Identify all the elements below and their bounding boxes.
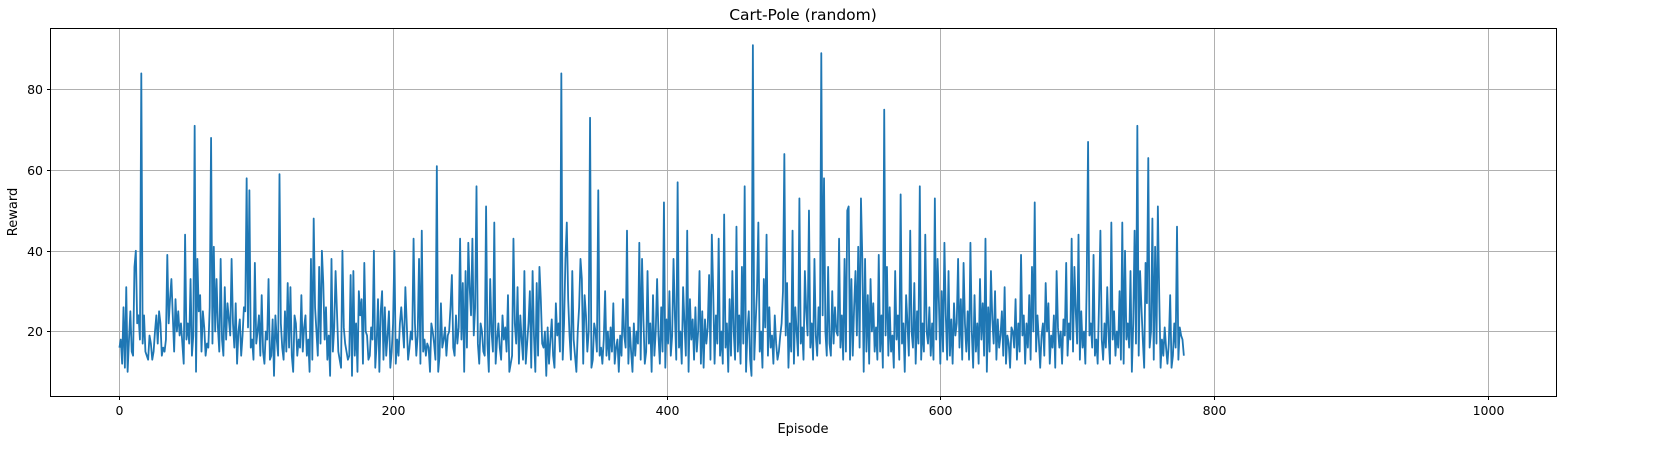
y-tick-label: 20 (27, 324, 43, 339)
y-tick-label: 80 (27, 82, 43, 97)
x-tick-label: 0 (116, 403, 124, 418)
y-tick-label: 40 (27, 244, 43, 259)
plot-frame (50, 28, 1557, 397)
x-tick-label: 600 (929, 403, 953, 418)
x-tick-label: 200 (382, 403, 406, 418)
x-tick-label: 800 (1203, 403, 1227, 418)
x-tick-label: 1000 (1473, 403, 1505, 418)
chart-title: Cart-Pole (random) (729, 6, 877, 24)
y-axis: 20 40 60 80 (27, 82, 51, 339)
series-line-reward (118, 44, 1185, 377)
x-axis-label: Episode (777, 422, 828, 437)
x-tick-label: 400 (656, 403, 680, 418)
y-tick-label: 60 (27, 163, 43, 178)
x-axis: 0 200 400 600 800 1000 (116, 396, 1505, 418)
y-axis-label: Reward (6, 188, 21, 236)
